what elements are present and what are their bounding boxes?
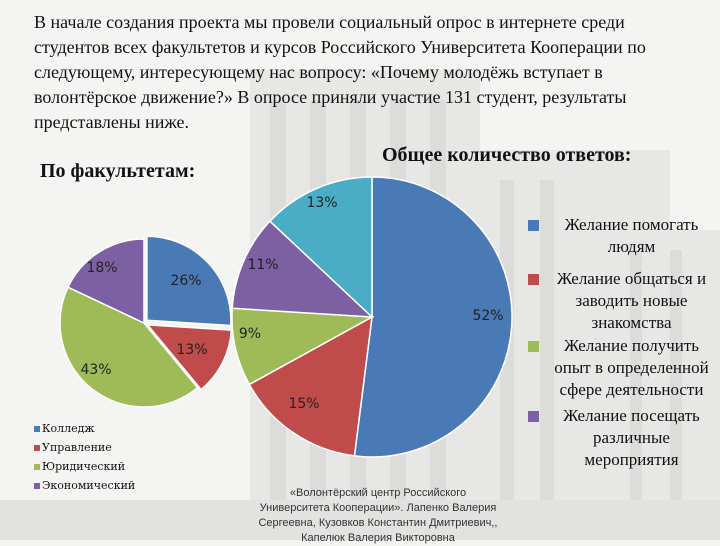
pie-slice-label: 11%	[247, 257, 278, 273]
legend-label: Управление	[42, 441, 112, 454]
legend-label: Желание помогать людям	[564, 215, 699, 256]
legend-item-experience: Желание получить опыт в определенной сфе…	[528, 335, 719, 401]
pie-slice-label: 18%	[86, 260, 117, 276]
pie-slice	[59, 286, 199, 408]
legend-item-events: Желание посещать различные мероприятия	[528, 405, 719, 471]
legend-item-economics: Экономический	[34, 479, 135, 498]
legend-swatch	[34, 464, 40, 470]
legend-swatch	[528, 274, 539, 285]
pie-slice	[231, 307, 375, 386]
pie-slice-label: 9%	[239, 326, 261, 342]
pie-slice-label: 43%	[80, 362, 111, 378]
pie-slice	[248, 315, 373, 457]
pie-slice	[353, 176, 513, 458]
answers-legend: Желание помогать людям Желание общаться …	[528, 214, 719, 472]
legend-label: Колледж	[42, 422, 95, 435]
legend-item-help-people: Желание помогать людям	[528, 214, 719, 258]
legend-item-management: Управление	[34, 441, 135, 460]
intro-paragraph: В начале создания проекта мы провели соц…	[34, 12, 646, 132]
legend-item-law: Юридический	[34, 460, 135, 479]
legend-swatch	[34, 483, 40, 489]
legend-label: Желание получить опыт в определенной сфе…	[554, 336, 709, 399]
pie-slice-label: 13%	[306, 195, 337, 211]
pie-slice	[145, 323, 233, 391]
legend-label: Экономический	[42, 479, 136, 492]
faculty-chart-title: По факультетам:	[40, 160, 196, 182]
pie-slice-label: 13%	[176, 342, 207, 358]
legend-label: Юридический	[42, 460, 126, 473]
legend-swatch	[528, 341, 539, 352]
pie-slice	[66, 238, 145, 325]
faculty-pie-chart: 26% 13% 43% 18%	[59, 235, 233, 408]
total-chart-title: Общее количество ответов:	[382, 144, 632, 166]
pie-slice-label: 15%	[288, 396, 319, 412]
pie-slice-label: 26%	[170, 273, 201, 289]
legend-swatch	[528, 411, 539, 422]
legend-swatch	[528, 220, 539, 231]
pie-slice-label: 52%	[472, 308, 503, 324]
pie-slice	[146, 235, 232, 327]
pie-slice	[268, 176, 373, 319]
footnote-credits: «Волонтёрский центр Российского Универси…	[258, 487, 498, 544]
legend-label: Желание общаться и заводить новые знаком…	[556, 269, 707, 332]
legend-item-socialize: Желание общаться и заводить новые знаком…	[528, 268, 719, 334]
faculty-legend: Колледж Управление Юридический Экономиче…	[34, 422, 135, 498]
legend-swatch	[34, 426, 40, 432]
legend-swatch	[34, 445, 40, 451]
legend-item-college: Колледж	[34, 422, 135, 441]
legend-label: Желание посещать различные мероприятия	[563, 406, 700, 469]
answers-pie-chart: 52% 15% 9% 11% 13%	[231, 176, 513, 458]
pie-slice	[231, 220, 375, 318]
